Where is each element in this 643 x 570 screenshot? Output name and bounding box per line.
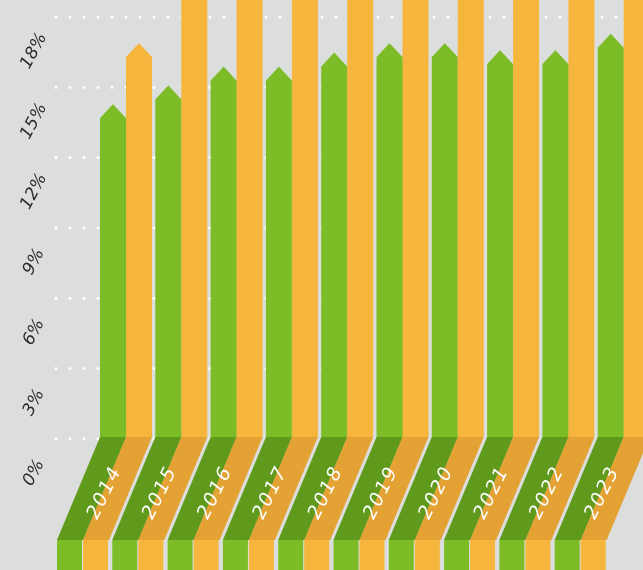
bar-stub	[470, 540, 496, 570]
bar-stub	[83, 540, 108, 570]
category-bands	[57, 437, 643, 570]
bar-2022-2	[568, 0, 595, 437]
category-band	[248, 437, 318, 540]
y-tick-label: 6%	[18, 315, 48, 348]
bar-2014-1	[100, 104, 126, 437]
y-tick-label: 9%	[18, 245, 48, 278]
bar-stub	[554, 540, 580, 570]
category-band	[83, 437, 152, 540]
bar-stub	[444, 540, 470, 570]
category-band	[580, 437, 643, 540]
bar-2020-2	[457, 0, 484, 437]
bar-2015-2	[181, 0, 208, 437]
bar-stub	[580, 540, 606, 570]
bar-2020-1	[431, 43, 458, 438]
y-tick-label: 15%	[16, 100, 51, 143]
bar-2014-2	[126, 43, 152, 438]
bar-2016-1	[210, 66, 237, 438]
y-tick-label: 3%	[18, 386, 48, 419]
bar-2017-1	[265, 66, 292, 438]
bar-stub	[388, 540, 414, 570]
bar-2019-2	[402, 0, 429, 437]
bar-2023-1	[597, 33, 624, 437]
bar-2015-1	[155, 85, 182, 437]
bar-2019-1	[376, 43, 403, 438]
bar-2018-1	[321, 52, 348, 438]
bar-stub	[222, 540, 248, 570]
bar-stub	[57, 540, 82, 570]
bar-stub	[414, 540, 440, 570]
bar-stub	[304, 540, 330, 570]
category-band	[525, 437, 595, 540]
category-band	[499, 437, 569, 540]
category-band	[138, 437, 208, 540]
category-band	[222, 437, 292, 540]
bar-stub	[278, 540, 304, 570]
bar-stub	[138, 540, 164, 570]
bar-2023-2	[623, 0, 643, 437]
bar-stub	[333, 540, 359, 570]
y-tick-label: 18%	[16, 29, 51, 72]
bars	[100, 0, 643, 438]
bar-2022-1	[542, 50, 569, 438]
bar-stub	[359, 540, 385, 570]
category-band	[167, 437, 237, 540]
y-tick-label: 12%	[16, 170, 51, 213]
bar-stub	[112, 540, 138, 570]
category-band	[278, 437, 348, 540]
category-band	[359, 437, 429, 540]
category-band	[333, 437, 403, 540]
bar-stub	[167, 540, 193, 570]
bar-2021-2	[513, 0, 540, 437]
bar-stub	[525, 540, 551, 570]
category-band	[554, 437, 624, 540]
y-axis: 0% 3% 6% 9% 12% 15% 18%	[16, 29, 51, 489]
bar-stub	[193, 540, 219, 570]
category-band	[304, 437, 374, 540]
category-band	[414, 437, 484, 540]
category-band	[470, 437, 540, 540]
category-band	[193, 437, 263, 540]
bar-2016-2	[236, 0, 263, 437]
bar-2018-2	[347, 0, 374, 437]
category-band	[444, 437, 514, 540]
category-band	[112, 437, 182, 540]
y-tick-label: 0%	[18, 456, 48, 489]
bar-stub	[248, 540, 274, 570]
bar-2021-1	[487, 50, 514, 438]
bar-2017-2	[291, 0, 318, 437]
category-band	[388, 437, 458, 540]
bar-stub	[499, 540, 525, 570]
category-band	[57, 437, 126, 540]
